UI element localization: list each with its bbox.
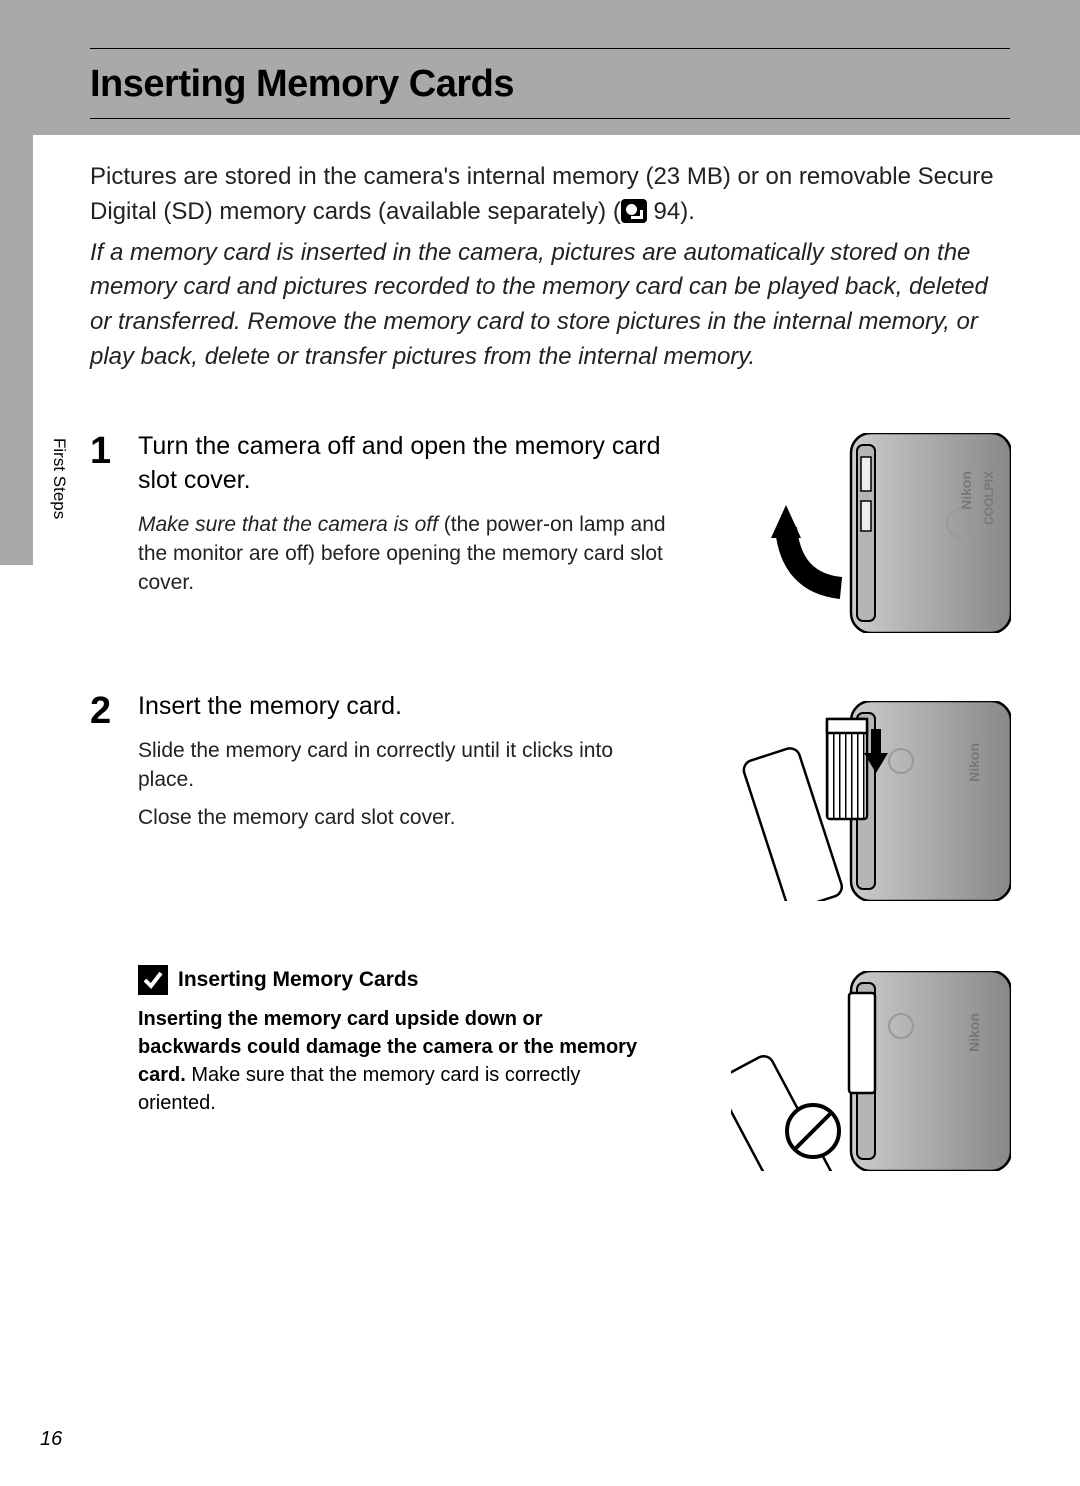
brand-label: Nikon: [958, 471, 974, 510]
reference-icon: [621, 199, 647, 223]
note-body: Inserting the memory card upside down or…: [138, 1005, 638, 1117]
note-header: Inserting Memory Cards: [138, 965, 638, 995]
section-tab-label: First Steps: [49, 438, 69, 519]
title-rule-top: [90, 48, 1010, 49]
intro-italic: If a memory card is inserted in the came…: [90, 236, 1010, 375]
step-1-body-emphasis: Make sure that the camera is off: [138, 513, 438, 536]
illustration-step-1: Nikon COOLPIX: [730, 432, 1010, 632]
title-area: Inserting Memory Cards: [90, 48, 1010, 119]
note-body-rest: Make sure that the memory card is correc…: [138, 1064, 580, 1114]
svg-text:Nikon: Nikon: [966, 743, 982, 782]
intro-ref-number: 94: [654, 198, 681, 225]
step-1-heading: Turn the camera off and open the memory …: [138, 430, 668, 498]
intro-text-1: Pictures are stored in the camera's inte…: [90, 163, 994, 225]
step-2-number: 2: [90, 690, 111, 733]
model-label: COOLPIX: [982, 471, 996, 525]
step-1-body: Make sure that the camera is off (the po…: [138, 510, 668, 598]
step-2-heading: Insert the memory card.: [138, 690, 668, 724]
intro-paragraph: Pictures are stored in the camera's inte…: [90, 160, 1010, 375]
check-icon: [138, 965, 168, 995]
note-title: Inserting Memory Cards: [178, 968, 418, 992]
page-title: Inserting Memory Cards: [90, 63, 1010, 106]
step-1-number: 1: [90, 430, 111, 473]
illustration-caution: Nikon: [730, 970, 1010, 1170]
svg-text:Nikon: Nikon: [966, 1013, 982, 1052]
step-2-body-2: Close the memory card slot cover.: [138, 803, 668, 832]
title-rule-bottom: [90, 118, 1010, 119]
step-2-body-1: Slide the memory card in correctly until…: [138, 736, 668, 795]
intro-text-1-end: ).: [680, 198, 695, 225]
illustration-step-2: Nikon: [730, 700, 1010, 900]
caution-note: Inserting Memory Cards Inserting the mem…: [138, 965, 638, 1117]
page-number: 16: [40, 1428, 62, 1451]
side-tab-background: [0, 135, 33, 565]
